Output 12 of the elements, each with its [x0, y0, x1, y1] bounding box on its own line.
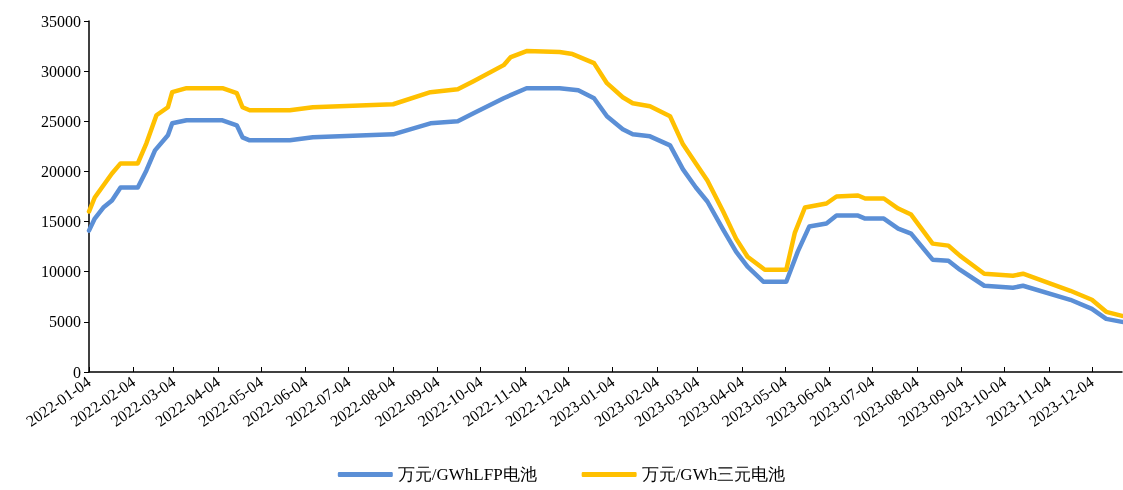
legend-label: 万元/GWh三元电池 [641, 465, 786, 484]
y-tick-label: 35000 [41, 12, 81, 30]
y-tick-label: 10000 [41, 263, 81, 281]
line-series [86, 48, 1123, 319]
line-series [86, 85, 1123, 325]
y-tick-label: 0 [73, 363, 81, 381]
y-tick-label: 25000 [41, 112, 81, 130]
legend-label: 万元/GWhLFP电池 [397, 465, 537, 484]
y-tick-label: 5000 [49, 313, 81, 331]
y-tick-label: 20000 [41, 162, 81, 180]
y-tick-label: 30000 [41, 62, 81, 80]
y-tick-label: 15000 [41, 213, 81, 231]
